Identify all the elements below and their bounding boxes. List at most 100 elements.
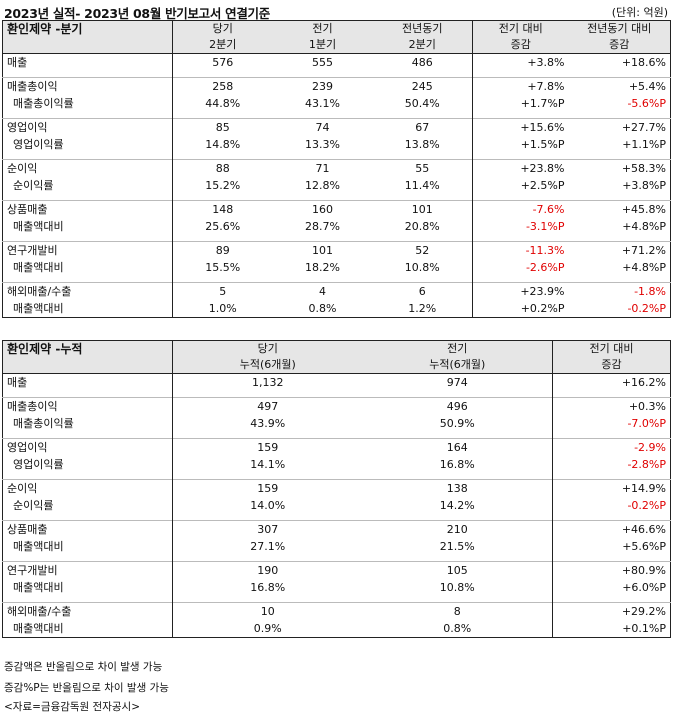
change-cell: +23.9% xyxy=(472,282,569,300)
value-cell: 71 xyxy=(272,159,373,177)
value-cell: 43.9% xyxy=(250,417,286,430)
value-cell: 4 xyxy=(272,282,373,300)
row-label: 순이익률 xyxy=(2,177,173,194)
change-cell: -2.6%P xyxy=(525,261,565,274)
table-section-label: 환인제약 -누적 xyxy=(2,340,173,357)
change-cell: +71.2% xyxy=(568,241,671,259)
table-row: 매출액대비 15.5% 18.2% 10.8% -2.6%P +4.8%P xyxy=(2,259,671,276)
spacer-cell xyxy=(2,391,173,398)
value-cell: 16.8% xyxy=(250,581,286,594)
spacer-cell xyxy=(2,555,173,562)
table-row: 연구개발비 89 101 52 -11.3% +71.2% xyxy=(2,241,671,259)
table-row: 순이익 88 71 55 +23.8% +58.3% xyxy=(2,159,671,177)
group-spacer xyxy=(2,71,671,78)
spacer-cell xyxy=(2,432,173,439)
value-cell: 44.8% xyxy=(205,97,241,110)
value-cell: 307 xyxy=(172,520,363,538)
change-cell: -7.6% xyxy=(472,200,569,218)
value-cell: 245 xyxy=(372,77,473,95)
row-label: 매출총이익 xyxy=(2,77,173,95)
change-cell: +4.8%P xyxy=(622,220,666,233)
value-cell: 258 xyxy=(172,77,273,95)
value-cell: 576 xyxy=(212,56,234,69)
change-cell: -2.9% xyxy=(552,438,671,456)
change-cell: +3.8%P xyxy=(622,179,666,192)
value-cell: 55 xyxy=(372,159,473,177)
change-cell: +1.1%P xyxy=(622,138,666,151)
row-label: 상품매출 xyxy=(2,200,173,218)
table-row: 영업이익 159 164 -2.9% xyxy=(2,438,671,456)
row-label: 영업이익률 xyxy=(2,456,173,473)
spacer-cell xyxy=(2,514,173,521)
value-cell: 1.0% xyxy=(208,302,237,315)
spacer-cell xyxy=(362,555,553,562)
column-header: 전기 xyxy=(272,20,373,37)
value-cell: 1.2% xyxy=(372,300,473,318)
change-cell: +7.8% xyxy=(472,77,569,95)
change-cell: -0.2%P xyxy=(627,499,666,512)
row-label: 연구개발비 xyxy=(2,241,173,259)
change-cell: +2.5%P xyxy=(520,179,565,192)
column-header: 당기 xyxy=(172,20,273,37)
spacer-cell xyxy=(362,473,553,480)
row-label: 매출액대비 xyxy=(2,300,173,318)
group-spacer xyxy=(2,235,671,242)
change-cell: +0.1%P xyxy=(622,622,666,635)
row-label: 연구개발비 xyxy=(2,561,173,579)
value-cell: 0.8% xyxy=(308,302,337,315)
value-cell: 50.4% xyxy=(372,95,473,112)
change-cell: -11.3% xyxy=(472,241,569,259)
value-cell: 101 xyxy=(272,241,373,259)
spacer-cell xyxy=(372,153,473,160)
spacer-cell xyxy=(2,235,173,242)
table-row: 해외매출/수출 10 8 +29.2% xyxy=(2,602,671,620)
value-cell: 67 xyxy=(372,118,473,136)
change-cell: +16.2% xyxy=(621,376,666,389)
value-cell: 1,132 xyxy=(252,376,284,389)
value-cell: 210 xyxy=(362,520,553,538)
value-cell: 11.4% xyxy=(372,177,473,194)
group-spacer xyxy=(2,596,671,603)
value-cell: 20.8% xyxy=(372,218,473,235)
column-header: 2분기 xyxy=(372,37,473,54)
value-cell: 50.9% xyxy=(362,415,553,432)
column-header: 누적(6개월) xyxy=(362,357,553,374)
change-cell: +27.7% xyxy=(568,118,671,136)
footnote-1: 증감액은 반올림으로 차이 발생 가능 xyxy=(4,661,163,673)
change-cell: +3.8% xyxy=(527,56,565,69)
change-cell: -5.6%P xyxy=(627,97,666,110)
value-cell: 13.3% xyxy=(305,138,340,151)
spacer-cell xyxy=(2,596,173,603)
column-header: 누적(6개월) xyxy=(172,357,363,374)
spacer-cell xyxy=(2,153,173,160)
group-spacer xyxy=(2,555,671,562)
spacer-cell xyxy=(2,71,173,78)
table-row: 매출총이익률 44.8% 43.1% 50.4% +1.7%P -5.6%P xyxy=(2,95,671,112)
column-header: 전기 대비 xyxy=(472,20,569,37)
change-cell: +29.2% xyxy=(552,602,671,620)
change-cell: +4.8%P xyxy=(622,261,666,274)
row-label: 매출 xyxy=(2,373,173,391)
value-cell: 10.8% xyxy=(372,259,473,276)
table-row: 순이익 159 138 +14.9% xyxy=(2,479,671,497)
row-label: 매출 xyxy=(2,53,173,71)
value-cell: 160 xyxy=(272,200,373,218)
group-spacer xyxy=(2,391,671,398)
table-row: 매출총이익 497 496 +0.3% xyxy=(2,397,671,415)
value-cell: 13.8% xyxy=(372,136,473,153)
value-cell: 496 xyxy=(362,397,553,415)
value-cell: 486 xyxy=(372,53,473,71)
value-cell: 15.2% xyxy=(205,179,241,192)
value-cell: 101 xyxy=(372,200,473,218)
change-cell: +80.9% xyxy=(552,561,671,579)
change-cell: +14.9% xyxy=(552,479,671,497)
value-cell: 555 xyxy=(312,56,333,69)
value-cell: 14.1% xyxy=(250,458,286,471)
table-row: 매출액대비 0.9% 0.8% +0.1%P xyxy=(2,620,671,638)
row-label: 영업이익 xyxy=(2,438,173,456)
quarterly-table: 환인제약 -분기 당기 전기 전년동기 전기 대비 전년동기 대비 2분기 1분기 2분기 증감 증… xyxy=(2,20,671,318)
change-cell: -0.2%P xyxy=(627,302,666,315)
value-cell: 43.1% xyxy=(305,97,340,110)
table-row: 매출 1,132 974 +16.2% xyxy=(2,373,671,391)
value-cell: 74 xyxy=(272,118,373,136)
